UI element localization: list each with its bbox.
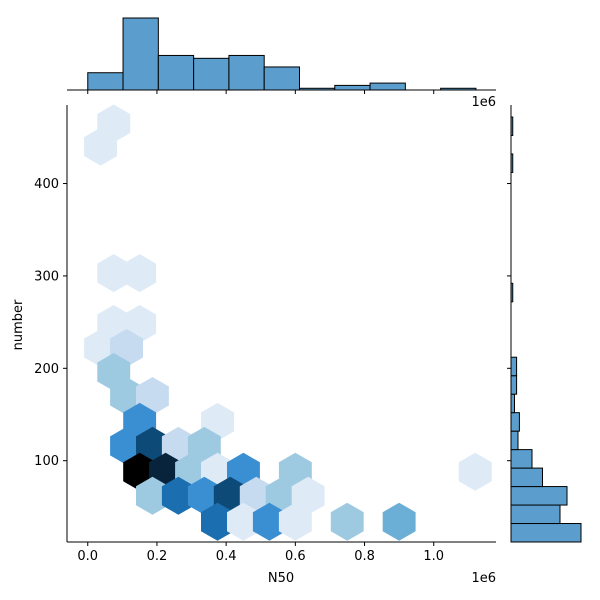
y-tick-label: 100	[34, 454, 59, 469]
hexbin-cell	[291, 476, 325, 515]
hexbin-cell	[97, 254, 131, 293]
marginal-y-bar	[510, 449, 533, 469]
marginal-x-offset-label: 1e6	[471, 95, 496, 110]
marginal-x-bar	[87, 72, 124, 91]
marginal-y-bar	[510, 412, 520, 432]
hexbin-cell	[227, 502, 260, 541]
hexbin-cell	[382, 502, 416, 541]
marginal-y-bar	[510, 430, 519, 451]
hexbin-cell	[458, 452, 492, 491]
marginal-x-bar	[157, 54, 195, 91]
marginal-y-histogram	[507, 105, 582, 543]
hexbin-cell	[136, 476, 169, 515]
hexbin-cell	[187, 476, 221, 515]
hexbin-cell	[239, 476, 273, 515]
x-axis-label: N50	[268, 571, 294, 586]
marginal-x-bar	[228, 54, 265, 91]
x-tick-label: 0.6	[285, 549, 306, 564]
marginal-y-bar	[510, 504, 561, 525]
x-tick-label: 0.4	[216, 549, 237, 564]
marginal-y-bar	[510, 375, 518, 395]
marginal-y-bar	[510, 356, 518, 377]
marginal-x-bar	[122, 17, 159, 91]
hexbin-cell	[136, 377, 169, 415]
marginal-x-bar	[193, 57, 230, 91]
marginal-y-bar	[510, 393, 515, 414]
marginal-y-bar	[510, 523, 582, 543]
hexbin-cell	[84, 127, 117, 166]
y-tick-label: 300	[34, 269, 59, 284]
hexbin-cell	[265, 476, 299, 515]
marginal-y-bar	[510, 467, 543, 488]
marginal-x-bar	[263, 66, 300, 91]
y-tick-label: 200	[34, 362, 59, 377]
y-tick-label: 400	[34, 177, 59, 192]
marginal-y-bar	[510, 486, 568, 506]
marginal-x-bar	[334, 84, 371, 91]
hexbin-cell	[161, 476, 195, 515]
hexbin-cell	[136, 426, 169, 465]
hexbin-cell	[278, 502, 312, 541]
y-axis-label: number	[11, 299, 26, 350]
x-axis-offset-label: 1e6	[471, 571, 496, 586]
x-tick-label: 0.0	[77, 549, 98, 564]
x-tick-label: 0.8	[354, 549, 375, 564]
x-tick-label: 1.0	[423, 549, 444, 564]
marginal-x-histogram	[67, 17, 496, 94]
hexbin-cell	[330, 502, 364, 541]
hexbin-cell	[201, 502, 234, 541]
hexbin-cell	[187, 426, 221, 465]
hexbin-cell	[161, 426, 195, 465]
hexbin-cell	[110, 426, 143, 465]
hexbin-cell	[213, 476, 247, 515]
hexbin-cell	[252, 502, 286, 541]
hexbin-cell	[123, 254, 157, 293]
joint-hexbin-plot: 0.0 0.2 0.4 0.6 0.8 1.0 100 200 300 400	[34, 104, 496, 564]
hexbin-cell	[110, 377, 143, 415]
x-tick-label: 0.2	[147, 549, 168, 564]
marginal-x-bar	[369, 82, 406, 91]
